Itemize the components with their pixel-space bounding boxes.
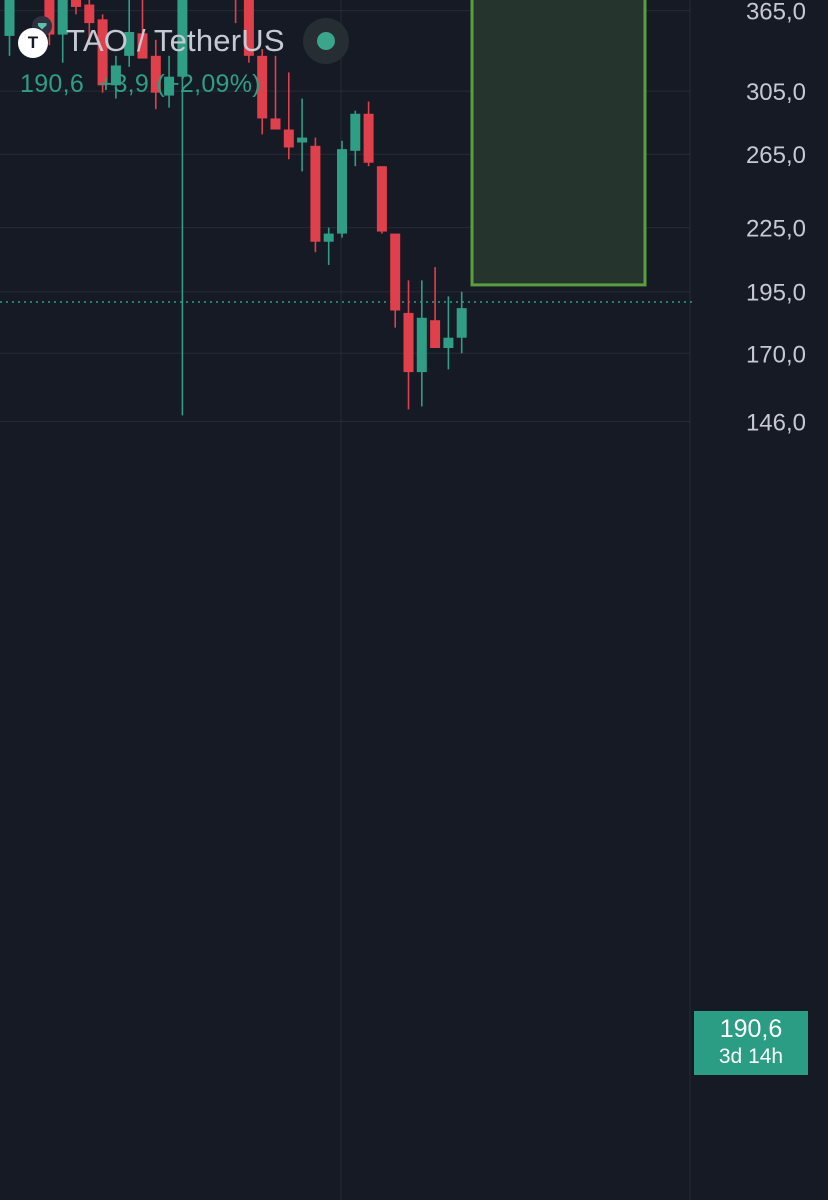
- target-zone-box: [470, 0, 647, 287]
- candle-body: [376, 166, 387, 232]
- candle-body: [44, 0, 55, 35]
- candle-body: [137, 33, 148, 59]
- candle-body: [337, 149, 347, 234]
- y-tick-label: 305,0: [746, 79, 806, 106]
- market-open-dot-icon: [316, 32, 335, 50]
- candle-body: [456, 308, 467, 338]
- candle-body: [84, 4, 95, 24]
- candle-body: [57, 0, 68, 35]
- candle-body: [243, 0, 254, 56]
- symbol-title[interactable]: TAO / TetherUS: [66, 23, 285, 58]
- chart-header: T TAO / TetherUS: [18, 14, 349, 64]
- candle-body: [390, 233, 401, 311]
- y-tick-label: 225,0: [746, 216, 806, 243]
- candle-body: [310, 145, 321, 242]
- candle-body: [150, 55, 161, 93]
- candle-body: [323, 233, 334, 242]
- candle-body: [257, 55, 268, 119]
- candle-body: [350, 113, 361, 151]
- candle-body: [71, 0, 81, 7]
- y-tick-label: 265,0: [746, 142, 806, 169]
- y-tick-label: 146,0: [746, 410, 806, 437]
- candle-body: [363, 113, 374, 163]
- candle-countdown-label: 3d 14h: [718, 1045, 784, 1068]
- y-tick-label: 195,0: [746, 280, 806, 307]
- y-tick-label: 170,0: [746, 341, 806, 368]
- current-price-label: 190,6: [719, 1015, 783, 1043]
- symbol-logo[interactable]: T: [18, 16, 52, 58]
- candle-body: [177, 0, 188, 77]
- candle-body: [283, 129, 294, 148]
- candle-body: [124, 32, 135, 56]
- candle-body: [403, 312, 414, 373]
- candle-body: [97, 19, 108, 86]
- candle-body: [443, 337, 454, 349]
- candle-body: [4, 0, 15, 36]
- price-quote: 190,6 +3,9 (+2,09%): [20, 70, 261, 99]
- price-change: +3,9: [98, 70, 150, 98]
- candle-body: [416, 317, 427, 373]
- y-tick-label: 365,0: [746, 0, 806, 26]
- candle-body: [110, 65, 121, 86]
- market-status-indicator[interactable]: [302, 18, 349, 64]
- last-price: 190,6: [20, 70, 85, 98]
- candle-body: [164, 76, 175, 96]
- candle-body: [297, 137, 308, 143]
- candle-body: [270, 118, 281, 130]
- price-change-percent: (+2,09%): [156, 70, 261, 98]
- candle-body: [430, 320, 441, 349]
- current-price-tag: 190,6 3d 14h: [694, 1011, 808, 1075]
- tether-logo-icon: T: [18, 28, 48, 58]
